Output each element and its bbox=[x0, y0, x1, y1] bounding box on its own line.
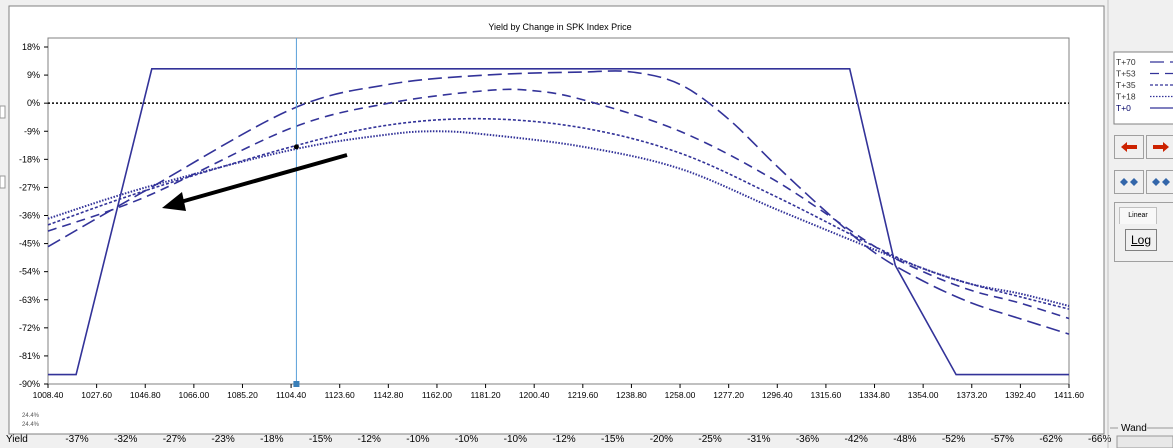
y-tick-label: -9% bbox=[24, 126, 40, 136]
yield-row-value: -36% bbox=[796, 434, 819, 445]
red-right-arrow-icon bbox=[1153, 142, 1169, 152]
x-tick-label: 1334.80 bbox=[859, 390, 890, 400]
y-tick-label: 18% bbox=[22, 42, 40, 52]
x-tick-label: 1066.00 bbox=[178, 390, 209, 400]
x-tick-label: 1123.60 bbox=[325, 390, 355, 400]
corner-label-top: 24.4% bbox=[22, 413, 40, 419]
legend-entry-label: T+70 bbox=[1116, 57, 1136, 67]
x-tick-label: 1219.60 bbox=[567, 390, 598, 400]
red-left-arrow-icon bbox=[1121, 142, 1137, 152]
yield-row-value: -10% bbox=[455, 434, 478, 445]
yield-row-value: -52% bbox=[942, 434, 965, 445]
log-button[interactable]: Log bbox=[1125, 229, 1157, 251]
yield-row-value: -42% bbox=[845, 434, 868, 445]
x-tick-label: 1411.60 bbox=[1054, 390, 1084, 400]
x-tick-label: 1258.00 bbox=[665, 390, 696, 400]
wand-field[interactable] bbox=[1116, 435, 1173, 448]
legend-box bbox=[1113, 51, 1173, 125]
yield-row-value: -48% bbox=[893, 434, 916, 445]
x-tick-label: 1181.20 bbox=[471, 390, 501, 400]
legend-entry-label: T+0 bbox=[1116, 103, 1131, 113]
yield-row-value: -37% bbox=[65, 434, 88, 445]
yield-row-value: -23% bbox=[211, 434, 234, 445]
yield-row-label: Yield bbox=[6, 434, 28, 445]
scale-panel: Linear Log bbox=[1114, 202, 1173, 262]
zoom-out-button[interactable] bbox=[1146, 170, 1173, 194]
y-tick-label: 9% bbox=[27, 70, 40, 80]
yield-row-value: -20% bbox=[650, 434, 673, 445]
x-tick-label: 1027.60 bbox=[81, 390, 112, 400]
yield-row-value: -57% bbox=[991, 434, 1014, 445]
yield-row-value: -15% bbox=[309, 434, 332, 445]
x-tick-label: 1085.20 bbox=[227, 390, 258, 400]
y-tick-label: -36% bbox=[19, 211, 40, 221]
zoom-in-button[interactable] bbox=[1114, 170, 1144, 194]
x-tick-label: 1373.20 bbox=[956, 390, 987, 400]
left-edge-tab bbox=[0, 105, 6, 119]
left-edge-tab bbox=[0, 175, 6, 189]
yield-row-value: -25% bbox=[698, 434, 721, 445]
annotation-arrow bbox=[176, 153, 348, 205]
wand-label: Wand bbox=[1121, 423, 1147, 434]
x-tick-label: 1162.00 bbox=[422, 390, 452, 400]
x-tick-label: 1008.40 bbox=[33, 390, 64, 400]
y-tick-label: -63% bbox=[19, 295, 40, 305]
y-tick-label: -81% bbox=[19, 351, 40, 361]
yield-row-value: -27% bbox=[163, 434, 186, 445]
series-line-t-plus-53 bbox=[47, 88, 1070, 320]
y-tick-label: -90% bbox=[19, 379, 40, 389]
y-tick-label: -45% bbox=[19, 239, 40, 249]
x-tick-label: 1354.00 bbox=[908, 390, 939, 400]
corner-label-bottom: 24.4% bbox=[22, 422, 40, 428]
double-diamond-icon bbox=[1152, 178, 1170, 186]
pan-left-button[interactable] bbox=[1114, 135, 1144, 159]
double-diamond-icon bbox=[1120, 178, 1138, 186]
annotation-arrowhead bbox=[162, 192, 186, 211]
x-tick-label: 1142.80 bbox=[373, 390, 403, 400]
yield-row-value: -15% bbox=[601, 434, 624, 445]
yield-row-value: -10% bbox=[504, 434, 527, 445]
yield-row-value: -32% bbox=[114, 434, 137, 445]
series-line-t-plus-35 bbox=[47, 117, 1070, 310]
yield-row-value: -10% bbox=[406, 434, 429, 445]
legend-entry-label: T+53 bbox=[1116, 69, 1136, 79]
y-tick-label: -27% bbox=[19, 182, 40, 192]
x-tick-label: 1238.80 bbox=[616, 390, 647, 400]
x-tick-label: 1277.20 bbox=[713, 390, 744, 400]
cursor-marker bbox=[293, 144, 299, 150]
y-tick-label: -72% bbox=[19, 323, 40, 333]
cursor-handle[interactable] bbox=[293, 381, 300, 387]
series-line-t-plus-70 bbox=[47, 70, 1070, 335]
series-line-t-plus-0 bbox=[48, 68, 1069, 376]
x-tick-label: 1046.80 bbox=[130, 390, 161, 400]
y-tick-label: -18% bbox=[19, 154, 40, 164]
x-tick-label: 1200.40 bbox=[519, 390, 550, 400]
yield-row-value: -62% bbox=[1039, 434, 1062, 445]
legend-entry-label: T+18 bbox=[1116, 92, 1136, 102]
x-tick-label: 1315.60 bbox=[811, 390, 842, 400]
linear-tab[interactable]: Linear bbox=[1119, 207, 1157, 224]
chart-title: Yield by Change in SPK Index Price bbox=[488, 22, 631, 32]
pan-right-button[interactable] bbox=[1146, 135, 1173, 159]
yield-row-value: -18% bbox=[260, 434, 283, 445]
yield-row-value: -12% bbox=[358, 434, 381, 445]
x-tick-label: 1104.40 bbox=[276, 390, 306, 400]
legend-entry-label: T+35 bbox=[1116, 80, 1136, 90]
x-tick-label: 1296.40 bbox=[762, 390, 793, 400]
yield-row-value: -31% bbox=[747, 434, 770, 445]
yield-row-value: -66% bbox=[1088, 434, 1111, 445]
y-tick-label: 0% bbox=[27, 98, 40, 108]
series-line-t-plus-18 bbox=[47, 130, 1070, 307]
yield-row-value: -12% bbox=[552, 434, 575, 445]
plot-area bbox=[47, 37, 1070, 385]
y-tick-label: -54% bbox=[19, 267, 40, 277]
x-tick-label: 1392.40 bbox=[1005, 390, 1036, 400]
